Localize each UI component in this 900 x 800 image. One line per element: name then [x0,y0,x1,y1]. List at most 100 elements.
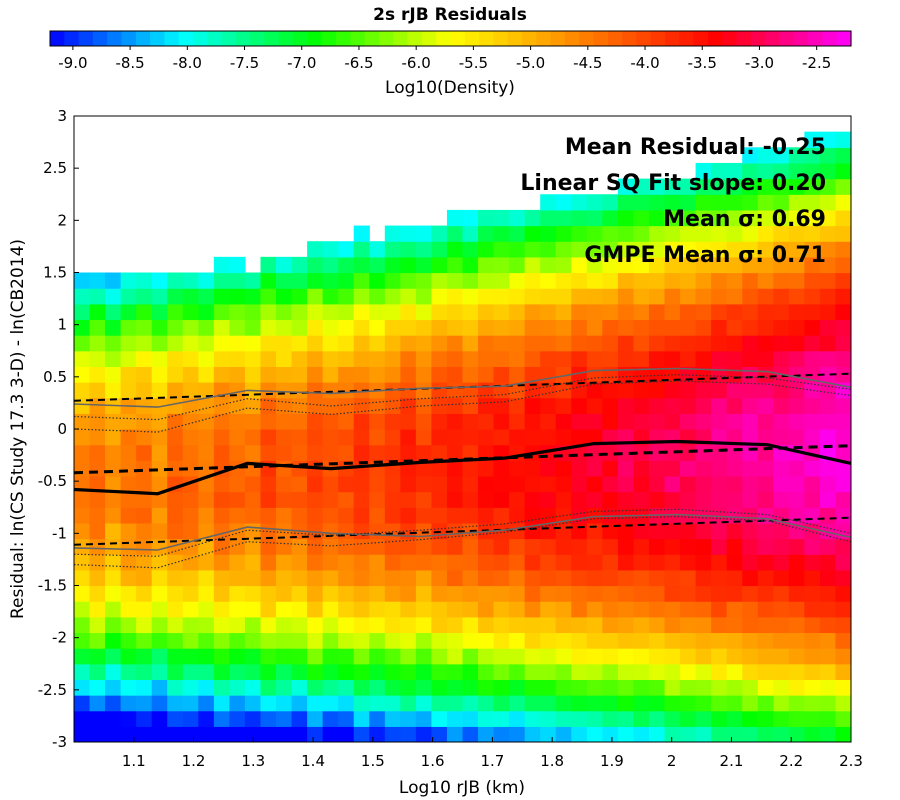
heatmap-cell [291,397,308,414]
heatmap-cell [757,147,774,164]
heatmap-cell [617,460,635,477]
heatmap-cell [617,585,635,602]
heatmap-cell [338,350,355,367]
heatmap-cell [540,616,557,634]
heatmap-cell [105,350,122,367]
heatmap-cell [89,726,106,742]
heatmap-cell [105,554,122,571]
heatmap-cell [136,350,153,367]
heatmap-cell [276,366,293,383]
heatmap-cell [742,601,759,618]
heatmap-cell [835,616,851,634]
heatmap-cell [213,366,230,383]
heatmap-cell [446,429,464,446]
heatmap-cell [151,695,168,712]
heatmap-cell [291,475,308,493]
heatmap-cell [711,601,728,618]
residual-line-solid-thin [74,367,851,408]
heatmap-cell [74,397,91,414]
colorbar-tick-label: -6.0 [402,54,431,72]
heatmap-cell [384,335,401,352]
heatmap-cell [369,538,386,555]
heatmap-cell [835,663,851,680]
heatmap-cell [742,209,759,227]
heatmap-cell [633,726,650,742]
heatmap-cell [555,366,572,383]
heatmap-cell [819,413,837,430]
heatmap-cell [307,335,324,352]
heatmap-cell [431,601,448,618]
heatmap-cell [307,319,324,336]
heatmap-cell [353,585,370,602]
colorbar-cell [436,31,452,46]
heatmap-cell [151,569,168,587]
heatmap-cell [446,303,464,321]
heatmap-cell [773,475,790,493]
heatmap-cell [648,695,666,712]
heatmap-cell [276,413,293,430]
heatmap-cell [120,554,137,571]
heatmap-cell [167,585,184,602]
heatmap-cell [431,663,448,680]
colorbar-cell [493,31,509,46]
heatmap-cell [260,429,277,446]
heatmap-cell [664,397,681,414]
heatmap-cell [540,413,557,430]
heatmap-cell [120,522,137,540]
heatmap-cell [369,679,386,696]
heatmap-cell [788,710,805,727]
heatmap-cell [151,475,168,493]
heatmap-cell [151,663,168,680]
heatmap-cell [260,272,277,289]
heatmap-cell [711,522,728,540]
heatmap-cell [369,632,386,649]
heatmap-cell [602,632,619,649]
heatmap-cell [680,288,697,305]
heatmap-cell [711,366,728,383]
heatmap-cell [726,475,743,493]
residual-line-dashed-thick [74,444,851,475]
colorbar-cell [407,31,423,46]
heatmap-cell [89,601,106,618]
heatmap-cell [276,288,293,305]
heatmap-cell [571,319,588,336]
heatmap-cell [586,522,603,540]
heatmap-cell [182,616,199,634]
heatmap-cell [757,256,774,274]
heatmap-cell [524,632,541,649]
heatmap-cell [493,601,510,618]
heatmap-cell [291,272,308,289]
heatmap-cell [742,648,759,665]
heatmap-cell [757,460,774,477]
heatmap-cell [788,319,805,336]
heatmap-cell [213,491,230,508]
heatmap-cell [819,554,837,571]
heatmap-cell [804,507,821,524]
heatmap-cell [276,585,293,602]
heatmap-cell [151,679,168,696]
heatmap-cell [260,663,277,680]
heatmap-cell [540,538,557,555]
heatmap-cell [773,632,790,649]
heatmap-cell [804,241,821,258]
heatmap-cell [742,288,759,305]
heatmap-cell [276,569,293,587]
heatmap-cell [617,256,635,274]
heatmap-cell [322,319,339,336]
heatmap-cell [291,491,308,508]
heatmap-cell [571,507,588,524]
heatmap-cell [804,319,821,336]
heatmap-cell [307,256,324,274]
heatmap-cell [462,663,479,680]
heatmap-cell [726,616,743,634]
heatmap-cell [540,679,557,696]
heatmap-cell [586,726,603,742]
heatmap-cell [478,335,495,352]
heatmap-cell [617,710,635,727]
colorbar-cell [336,31,351,46]
heatmap-cell [322,303,339,321]
heatmap-cell [213,632,230,649]
heatmap-cell [835,695,851,712]
heatmap-cell [291,538,308,555]
heatmap-cell [400,726,417,742]
